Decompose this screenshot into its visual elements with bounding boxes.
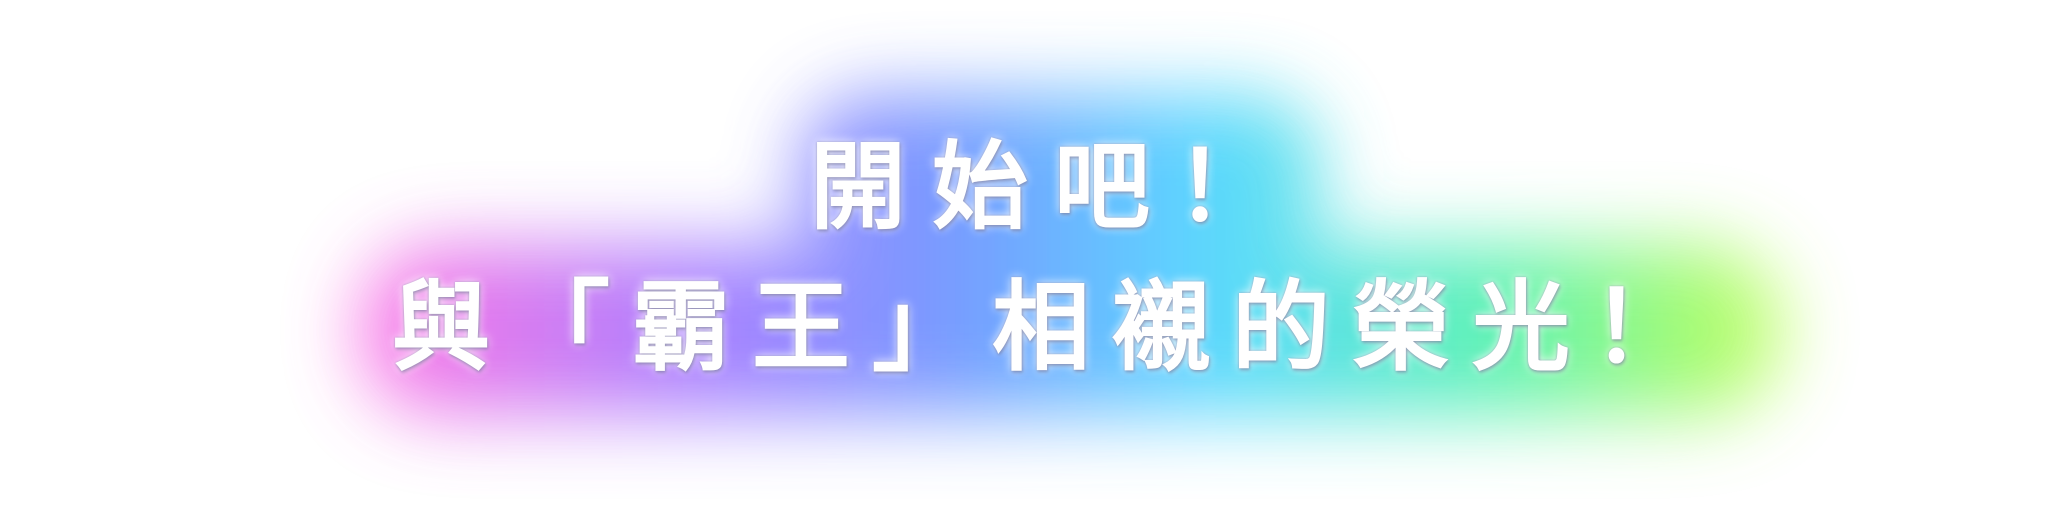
headline-line-2: 與「霸王」相襯的榮光！	[391, 271, 1712, 385]
headline-line-1: 開始吧！	[810, 131, 1298, 243]
